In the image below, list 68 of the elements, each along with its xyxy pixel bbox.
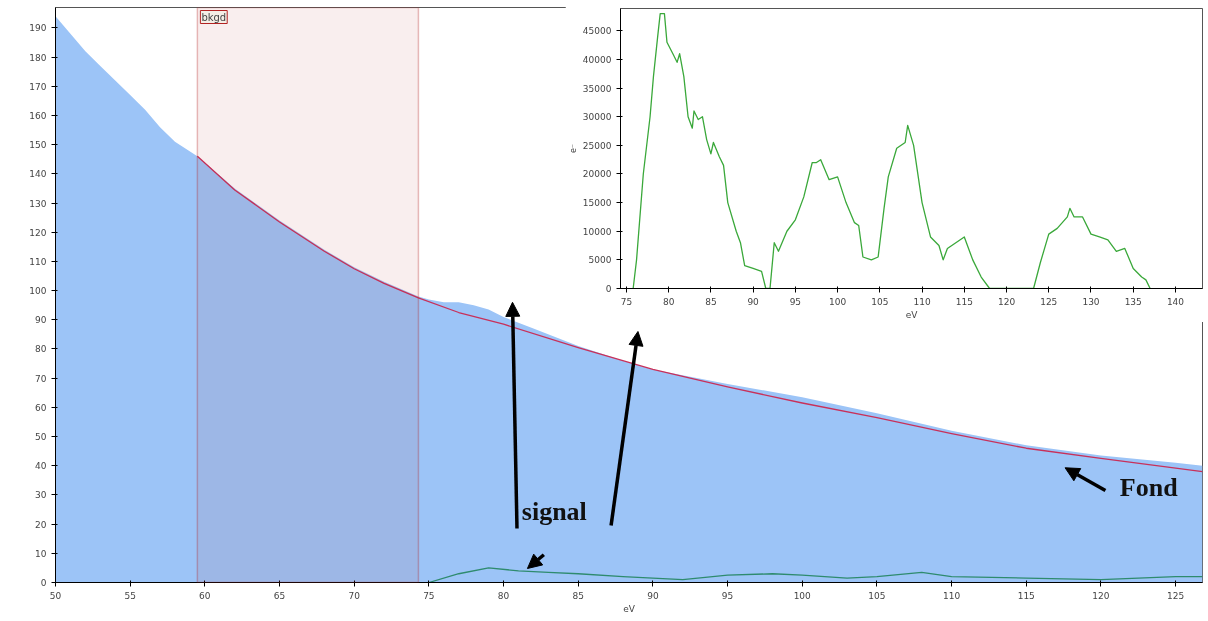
x-tick-label: 135 — [1124, 296, 1142, 307]
x-tick-label: 90 — [747, 296, 760, 307]
annotation: signal — [521, 496, 587, 526]
y-tick-label: 10 — [35, 548, 47, 559]
x-tick-label: 60 — [199, 590, 211, 601]
x-tick-label: 100 — [829, 296, 847, 307]
x-tick-label: 85 — [572, 590, 584, 601]
y-tick-label: 40000 — [582, 54, 612, 65]
y-tick-label: 20 — [35, 519, 47, 530]
x-tick-label: 50 — [49, 590, 62, 601]
x-tick-label: 95 — [789, 296, 802, 307]
band-label: bkgd — [201, 11, 227, 23]
y-tick-label: 0 — [40, 578, 47, 588]
y-tick-label: 90 — [35, 315, 47, 326]
y-tick-label: 25000 — [582, 140, 612, 151]
y-tick-label: 50 — [35, 432, 47, 443]
y-tick-label: 140 — [29, 169, 47, 180]
y-tick-label: 80 — [35, 344, 47, 355]
x-tick-label: 105 — [868, 590, 886, 601]
x-tick-label: 90 — [647, 590, 659, 601]
annotation: Fond — [1119, 473, 1179, 503]
y-tick-label: 30000 — [582, 112, 612, 123]
line-series — [428, 567, 1203, 583]
y-tick-label: 10000 — [582, 226, 612, 237]
x-tick-label: 120 — [997, 296, 1016, 307]
y-tick-label: 30 — [35, 490, 47, 501]
y-tick-label: 0 — [605, 284, 612, 294]
y-tick-label: 20000 — [582, 169, 612, 180]
y-tick-label: 15000 — [582, 198, 612, 209]
y-tick-label: 35000 — [582, 83, 612, 94]
x-tick-label: 70 — [348, 590, 361, 601]
x-tick-label: 120 — [1092, 590, 1110, 601]
y-tick-label: 100 — [29, 286, 47, 297]
y-tick-label: 180 — [29, 52, 47, 63]
x-tick-label: 115 — [955, 296, 973, 307]
x-tick-label: 110 — [943, 590, 961, 601]
line-series — [632, 13, 1151, 289]
x-tick-label: 80 — [497, 590, 510, 601]
y-tick-label: 5000 — [588, 255, 612, 266]
y-tick-label: 150 — [29, 140, 47, 151]
x-tick-label: 105 — [871, 296, 889, 307]
x-tick-label: 110 — [913, 296, 931, 307]
y-tick-label: 45000 — [582, 26, 612, 37]
x-axis-title: eV — [905, 309, 919, 320]
x-tick-label: 125 — [1167, 590, 1185, 601]
x-tick-label: 80 — [662, 296, 675, 307]
y-tick-label: 60 — [35, 402, 47, 413]
y-tick-label: 70 — [35, 373, 47, 384]
y-axis-title: e⁻ — [568, 143, 578, 154]
x-tick-label: 75 — [620, 296, 633, 307]
x-axis-title: eV — [623, 603, 636, 614]
x-tick-label: 85 — [705, 296, 717, 307]
y-tick-label: 160 — [29, 110, 47, 121]
x-tick-label: 100 — [793, 590, 812, 601]
x-tick-label: 55 — [124, 590, 136, 601]
x-tick-label: 95 — [721, 590, 734, 601]
y-tick-label: 130 — [29, 198, 47, 209]
x-tick-label: 140 — [1166, 296, 1185, 307]
y-tick-label: 110 — [29, 256, 47, 267]
y-tick-label: 170 — [29, 81, 47, 92]
x-tick-label: 125 — [1040, 296, 1058, 307]
x-tick-label: 65 — [273, 590, 286, 601]
x-tick-label: 115 — [1017, 590, 1035, 601]
y-tick-label: 120 — [29, 227, 47, 238]
y-tick-label: 40 — [35, 461, 47, 472]
x-tick-label: 75 — [423, 590, 435, 601]
x-tick-label: 130 — [1082, 296, 1100, 307]
y-tick-label: 190 — [29, 23, 47, 34]
